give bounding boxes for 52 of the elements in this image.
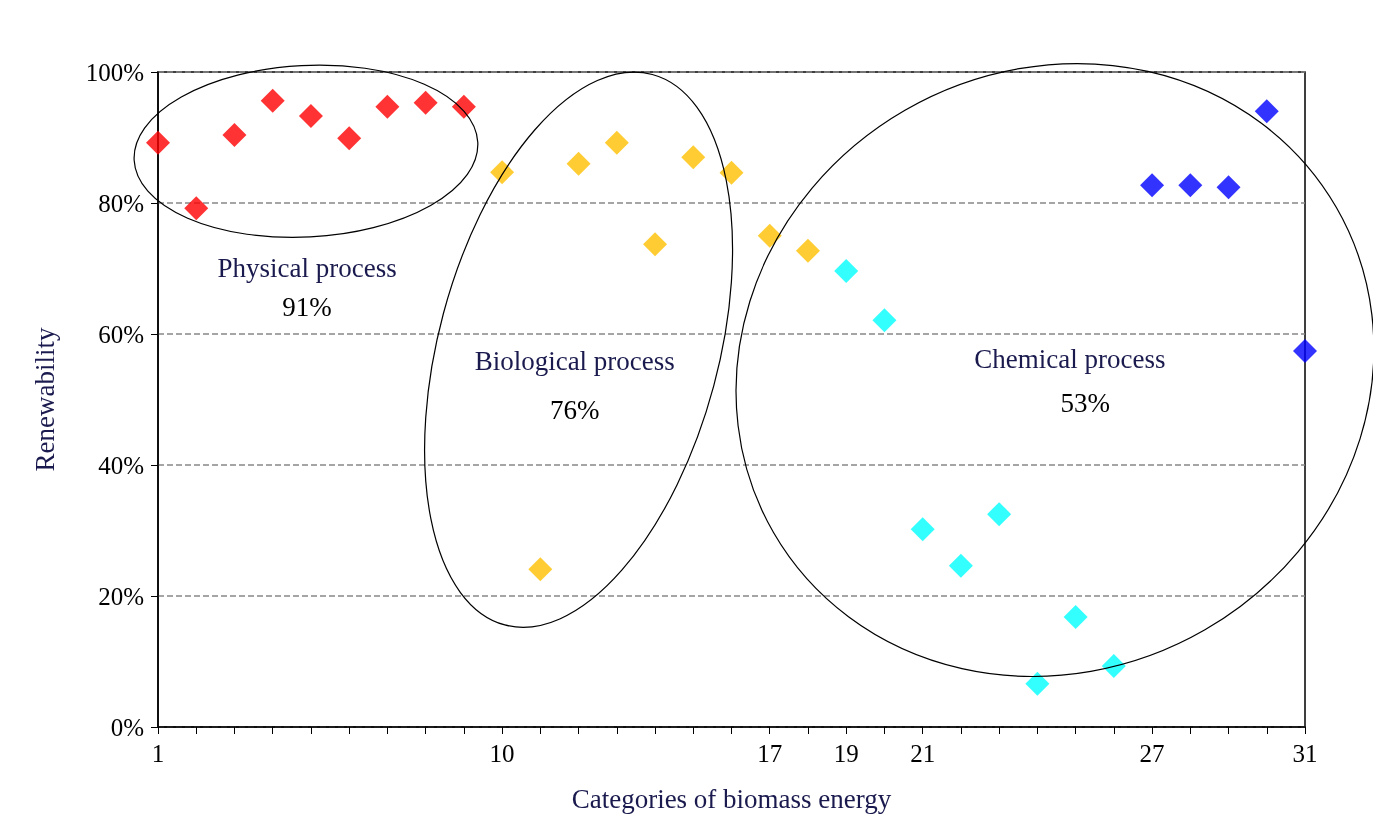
point: [1216, 175, 1241, 200]
point: [1178, 173, 1203, 198]
point: [260, 88, 285, 113]
point: [834, 259, 859, 284]
point: [298, 103, 323, 128]
point: [1254, 99, 1279, 124]
x-tick-label: 27: [1139, 740, 1165, 767]
point: [184, 196, 209, 221]
point: [604, 130, 629, 155]
y-tick-label: 20%: [98, 582, 144, 610]
point: [719, 160, 744, 185]
point: [872, 308, 897, 333]
x-tick-label: 31: [1292, 740, 1318, 767]
y-tick-label: 60%: [98, 320, 144, 348]
y-tick-label: 100%: [85, 58, 144, 86]
x-axis-title: Categories of biomass energy: [571, 783, 892, 814]
point: [757, 223, 782, 248]
x-tick-label: 21: [910, 740, 936, 767]
y-tick-label: 0%: [110, 713, 144, 741]
y-tick-label: 40%: [98, 451, 144, 479]
point: [1025, 671, 1050, 696]
annotation: 53%: [1060, 387, 1110, 418]
annotation: 91%: [282, 292, 332, 323]
point: [1101, 654, 1126, 679]
point: [987, 502, 1012, 527]
point: [566, 151, 591, 176]
x-tick-label: 10: [489, 740, 515, 767]
point: [222, 122, 247, 147]
annotation: Chemical process: [974, 343, 1166, 374]
x-tick-label: 1: [151, 740, 165, 767]
annotation: Biological process: [474, 345, 675, 376]
point: [948, 553, 973, 578]
point: [910, 517, 935, 542]
point: [337, 126, 362, 151]
point: [681, 145, 706, 170]
point: [413, 90, 438, 115]
annotation: Physical process: [217, 252, 397, 283]
point: [1293, 339, 1317, 364]
y-tick-label: 80%: [98, 189, 144, 217]
annotation: 76%: [549, 394, 600, 425]
y-axis-title: Renewability: [29, 327, 60, 472]
point: [528, 557, 553, 582]
point: [643, 232, 668, 257]
x-tick-label: 17: [757, 740, 783, 767]
point: [1063, 604, 1088, 629]
x-tick-label: 19: [833, 740, 859, 767]
point: [146, 130, 170, 155]
point: [375, 94, 400, 119]
point: [490, 160, 515, 185]
point: [795, 238, 820, 263]
point: [451, 94, 476, 119]
point: [1140, 173, 1165, 198]
